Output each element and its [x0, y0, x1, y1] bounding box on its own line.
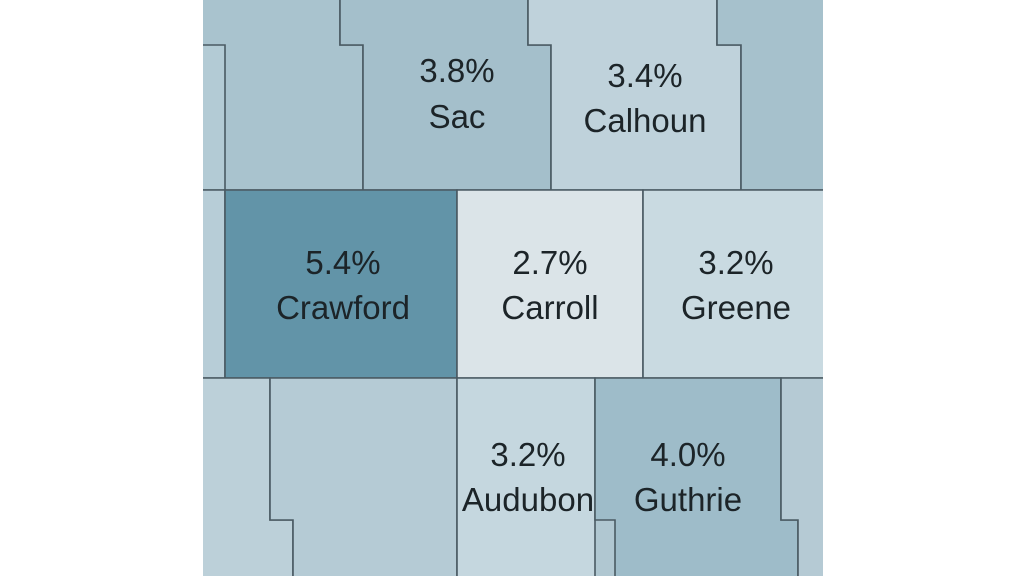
label-greene: 3.2% Greene [681, 244, 791, 326]
audubon-name: Audubon [462, 481, 594, 518]
calhoun-rate: 3.4% [607, 57, 682, 94]
county-south-west [269, 377, 458, 576]
county-map-svg: 3.8% Sac 3.4% Calhoun 5.4% Crawford 2.7%… [203, 0, 823, 576]
sac-name: Sac [429, 98, 486, 135]
label-calhoun: 3.4% Calhoun [584, 57, 707, 139]
guthrie-rate: 4.0% [650, 436, 725, 473]
greene-name: Greene [681, 289, 791, 326]
crawford-rate: 5.4% [305, 244, 380, 281]
county-sac[interactable] [339, 0, 552, 191]
county-northwest-edge [203, 0, 364, 191]
choropleth-map: 3.8% Sac 3.4% Calhoun 5.4% Crawford 2.7%… [203, 0, 823, 576]
county-crawford[interactable] [224, 189, 458, 379]
sac-rate: 3.8% [419, 52, 494, 89]
greene-rate: 3.2% [698, 244, 773, 281]
calhoun-name: Calhoun [584, 102, 707, 139]
county-southeast-edge [780, 377, 823, 576]
crawford-name: Crawford [276, 289, 410, 326]
label-audubon: 3.2% Audubon [462, 436, 594, 518]
county-greene[interactable] [642, 189, 823, 379]
county-audubon[interactable] [456, 377, 596, 576]
label-carroll: 2.7% Carroll [501, 244, 598, 326]
county-west-middle-edge [203, 189, 226, 379]
label-guthrie: 4.0% Guthrie [634, 436, 742, 518]
carroll-rate: 2.7% [512, 244, 587, 281]
label-crawford: 5.4% Crawford [276, 244, 410, 326]
label-sac: 3.8% Sac [419, 52, 494, 135]
county-calhoun[interactable] [527, 0, 742, 191]
audubon-rate: 3.2% [490, 436, 565, 473]
county-far-northwest [203, 44, 226, 191]
county-guthrie[interactable] [594, 377, 799, 576]
carroll-name: Carroll [501, 289, 598, 326]
county-carroll[interactable] [456, 189, 644, 379]
guthrie-name: Guthrie [634, 481, 742, 518]
